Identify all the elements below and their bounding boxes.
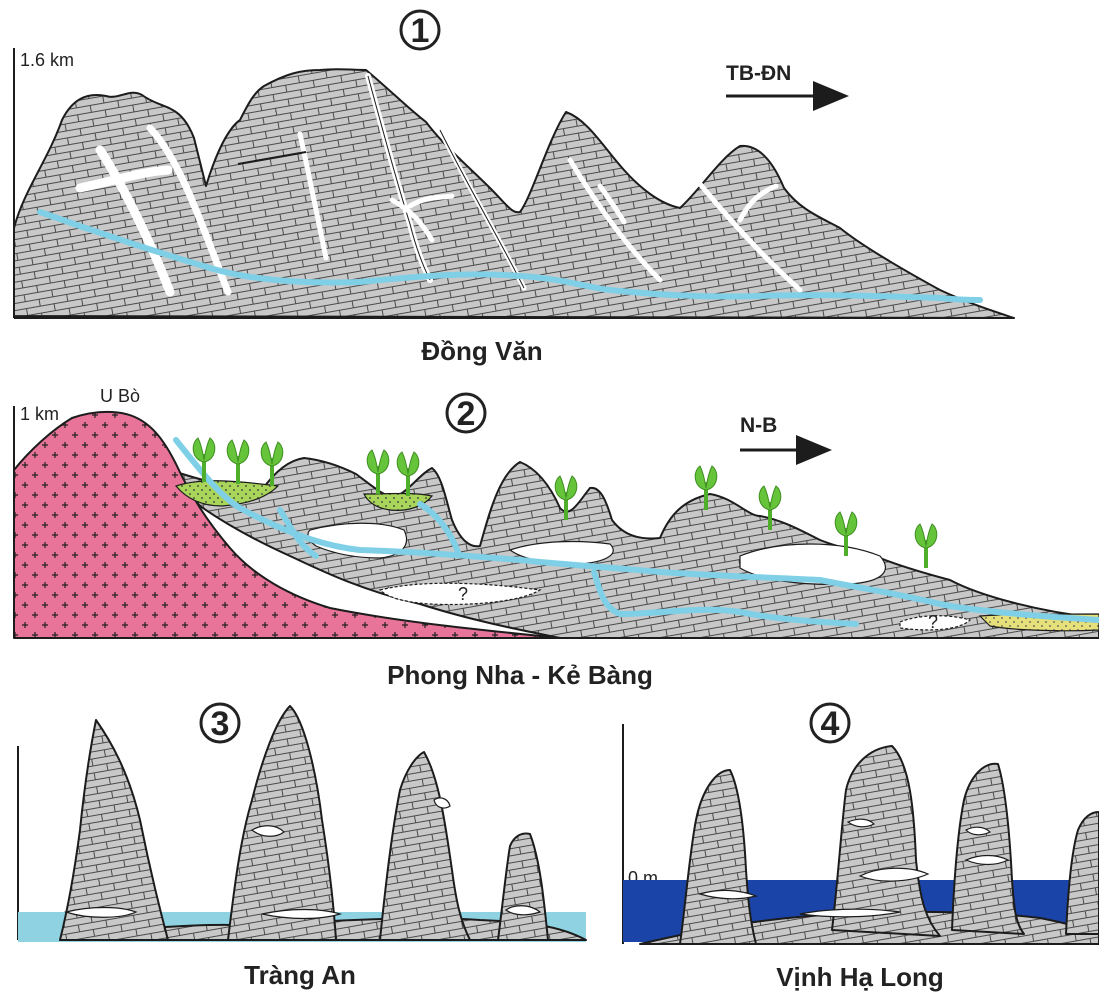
panel-1-cave-shaft: [146, 124, 232, 296]
panel-2-unknown-mark: ?: [458, 584, 468, 604]
panel-2-phong-nha-ke-bang: 2 1 km U Bò N-B ? ? Phong Nha -: [13, 386, 1099, 690]
panel-2-title: Phong Nha - Kẻ Bàng: [387, 660, 653, 690]
panel-2-sediment-pocket: [363, 492, 434, 511]
panel-3-karst-tower: [227, 705, 337, 941]
panel-1-number: 1: [411, 12, 430, 50]
panel-4-number-circle: [809, 702, 851, 744]
panel-3-karst-tower: [497, 832, 549, 941]
panel-1-direction-label: TB-ĐN: [726, 62, 791, 85]
panel-2-tree-icon: [191, 436, 217, 484]
panel-2-unknown-mark: ?: [928, 612, 938, 632]
panel-1-number-circle: [399, 9, 441, 51]
panel-2-river-lower-branch: [591, 569, 859, 627]
panel-2-axis-label: 1 km: [20, 404, 59, 424]
panel-4-cave: [964, 826, 992, 836]
panel-1-cave-shaft: [95, 145, 175, 297]
panel-2-number-circle: [445, 392, 487, 434]
panel-4-cave: [799, 908, 901, 918]
panel-1-cave-shaft: [567, 157, 663, 283]
panel-1-dong-van: 1 1.6 km TB-ĐN Đồng Văn: [13, 9, 1015, 366]
panel-3-karst-tower: [59, 719, 169, 941]
panel-2-peak-label: U Bò: [100, 386, 140, 406]
panel-3-karst-tower: [379, 751, 471, 941]
panel-1-cave-branch: [75, 165, 173, 193]
panel-3-trang-an: 3 Tràng An: [17, 702, 587, 990]
panel-4-cave: [697, 889, 759, 900]
panel-1-underground-river: [37, 209, 983, 303]
panel-2-river-tributary: [417, 501, 461, 555]
panel-1-cave-shaft: [697, 181, 803, 293]
panel-4-karst-tower: [1065, 811, 1099, 935]
panel-3-number: 3: [211, 705, 230, 743]
panel-2-tree-icon: [913, 522, 939, 570]
panel-3-title: Tràng An: [244, 960, 356, 990]
panel-1-axis-label: 1.6 km: [20, 50, 74, 70]
panel-2-direction-label: N-B: [740, 414, 777, 437]
panel-1-cave-shaft-outline: [439, 129, 525, 289]
panel-2-tree-icon: [225, 438, 251, 486]
panel-1-title: Đồng Văn: [421, 336, 542, 366]
panel-2-number: 2: [457, 395, 476, 433]
panel-2-underground-river: [173, 437, 1099, 623]
panel-4-title: Vịnh Hạ Long: [776, 962, 944, 992]
panel-4-cave: [846, 818, 876, 828]
panel-4-vinh-ha-long: 4 0 m Vịnh Hạ Long: [622, 702, 1099, 992]
panel-3-cave: [261, 908, 343, 920]
panel-3-number-circle: [199, 702, 241, 744]
panel-2-unexplored-cave: [899, 615, 972, 631]
panel-3-cave: [433, 797, 451, 809]
panel-4-karst-tower: [831, 745, 941, 937]
panel-4-karst-tower: [951, 762, 1025, 935]
panel-4-karst-tower: [679, 769, 757, 945]
panel-1-fracture: [237, 151, 307, 165]
panel-2-unexplored-cave: [378, 582, 542, 606]
panel-2-granite-massif: [13, 410, 561, 639]
panel-3-cave: [504, 905, 542, 916]
panel-1-cave-branch: [389, 193, 455, 243]
panel-3-cave: [250, 825, 285, 837]
panel-1-fracture: [297, 131, 329, 261]
panel-4-cave: [858, 867, 930, 882]
panel-4-number: 4: [821, 705, 840, 743]
panel-4-cave: [964, 854, 1010, 866]
panel-3-cave: [63, 906, 138, 918]
panel-2-river-tributary: [277, 507, 319, 559]
